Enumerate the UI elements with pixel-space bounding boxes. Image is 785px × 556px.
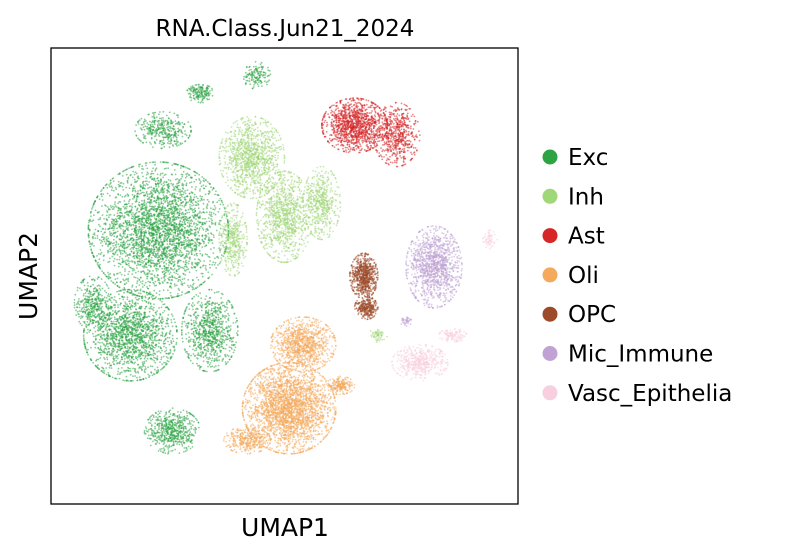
x-axis-label: UMAP1 (241, 513, 329, 542)
series-ast (321, 97, 421, 168)
legend-item-mic-immune: Mic_Immune (542, 342, 713, 368)
legend-item-exc: Exc (542, 145, 608, 171)
cluster-oli-1 (269, 316, 337, 373)
legend-item-inh: Inh (542, 184, 604, 210)
cluster-vasc-epithelia-1 (438, 327, 468, 343)
legend-marker (542, 228, 558, 244)
cluster-exc-3 (143, 407, 200, 455)
cluster-exc-1 (82, 288, 178, 382)
cluster-ast-0 (321, 97, 389, 154)
legend-item-ast: Ast (542, 224, 605, 250)
y-axis-label: UMAP2 (14, 232, 43, 320)
legend-label: OPC (568, 302, 616, 328)
legend-label: Oli (568, 263, 599, 289)
legend-marker (542, 306, 558, 322)
series-opc (349, 252, 379, 321)
series-inh (218, 115, 388, 343)
legend-marker (542, 267, 558, 283)
cluster-opc-1 (353, 295, 379, 321)
cluster-exc-5 (186, 83, 214, 104)
cluster-exc-0 (87, 161, 230, 300)
cluster-inh-1 (255, 170, 314, 264)
cluster-inh-3 (218, 202, 249, 277)
cluster-ast-1 (372, 101, 421, 168)
plot-frame (50, 47, 519, 505)
cluster-oli-3 (325, 375, 356, 396)
legend-marker (542, 385, 558, 401)
legend-item-vasc-epithelia: Vasc_Epithelia (542, 381, 732, 407)
cluster-exc-7 (73, 275, 113, 332)
series-oli (222, 316, 356, 455)
legend-marker (542, 346, 558, 361)
series-vasc-epithelia (391, 229, 498, 382)
cluster-vasc-epithelia-2 (482, 229, 498, 250)
cluster-exc-4 (134, 110, 193, 150)
legend-label: Mic_Immune (568, 342, 713, 368)
legend-label: Ast (568, 224, 605, 250)
legend-marker (542, 188, 558, 204)
cluster-oli-2 (222, 425, 272, 455)
cluster-inh-4 (369, 328, 388, 343)
legend-item-opc: OPC (542, 302, 616, 328)
cluster-exc-2 (180, 288, 239, 373)
cluster-vasc-epithelia-0 (391, 343, 449, 382)
cluster-opc-0 (349, 252, 379, 300)
scatter-points (73, 60, 498, 455)
legend-label: Inh (568, 184, 604, 210)
chart-title: RNA.Class.Jun21_2024 (156, 16, 415, 42)
legend-label: Vasc_Epithelia (568, 381, 732, 407)
cluster-oli-0 (241, 361, 337, 455)
legend-item-oli: Oli (542, 263, 599, 289)
legend-marker (542, 149, 558, 165)
cluster-inh-2 (302, 165, 342, 241)
legend-label: Exc (568, 145, 608, 171)
cluster-inh-0 (218, 115, 286, 200)
legend: Exc Inh Ast Oli OPC Mic_Immune Vasc_Epithelia (542, 145, 732, 407)
series-mic-immune (400, 225, 463, 327)
series-exc (73, 60, 272, 455)
cluster-exc-6 (243, 60, 272, 90)
cluster-mic-immune-0 (405, 225, 463, 309)
cluster-mic-immune-1 (400, 316, 412, 327)
